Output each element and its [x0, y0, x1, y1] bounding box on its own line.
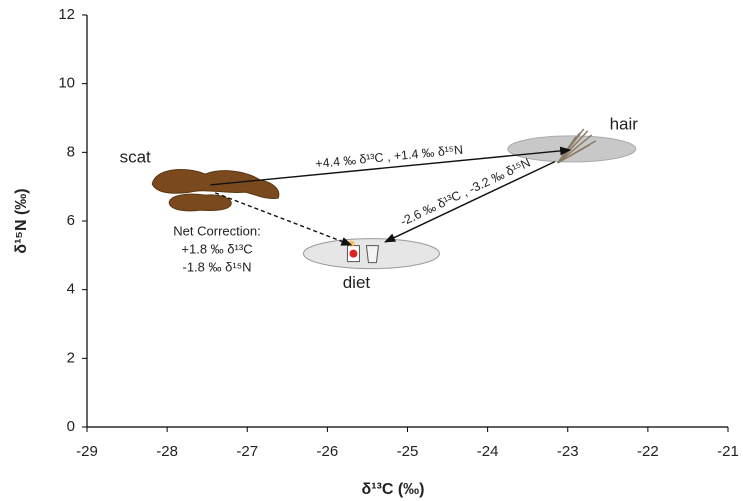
hair-strand	[557, 144, 591, 164]
net-correction-line: -1.8 ‰ δ¹⁵N	[183, 259, 252, 274]
x-tick-label: -28	[156, 443, 178, 460]
net-correction-line: +1.8 ‰ δ¹³C	[181, 241, 252, 256]
hair-strand	[557, 130, 589, 164]
point-label: hair	[610, 114, 639, 133]
x-tick-label: -25	[397, 443, 419, 460]
net-correction-line: Net Correction:	[173, 223, 260, 238]
scat-blob	[168, 193, 232, 212]
x-tick-label: -26	[317, 443, 339, 460]
point-label: scat	[120, 148, 151, 167]
arrow	[214, 192, 353, 246]
point-scat	[151, 169, 280, 212]
arrow-label: +4.4 ‰ δ¹³C , +1.4 ‰ δ¹⁵N	[315, 143, 464, 171]
arrow	[384, 160, 556, 243]
point-diet	[302, 238, 440, 270]
diet-cup	[365, 245, 380, 264]
y-tick-label: 10	[58, 75, 75, 92]
diet-food	[349, 249, 358, 258]
y-tick-label: 2	[67, 349, 75, 366]
x-tick-label: -21	[717, 443, 739, 460]
x-tick-label: -23	[557, 443, 579, 460]
x-tick-label: -24	[477, 443, 499, 460]
hair-strand	[557, 134, 593, 164]
arrow	[210, 146, 572, 186]
y-axis-title: δ¹⁵N (‰)	[13, 188, 30, 253]
x-tick-label: -22	[637, 443, 659, 460]
y-tick-label: 0	[67, 418, 75, 435]
point-hair	[507, 128, 637, 164]
x-axis-title: δ¹³C (‰)	[361, 481, 424, 498]
point-label: diet	[343, 273, 371, 292]
y-tick-label: 4	[67, 281, 75, 298]
y-tick-label: 12	[58, 6, 75, 23]
y-tick-label: 6	[67, 212, 75, 229]
y-tick-label: 8	[67, 143, 75, 160]
x-tick-label: -27	[236, 443, 258, 460]
x-tick-label: -29	[76, 443, 98, 460]
arrow-label: -2.6 ‰ δ¹³C , -3.2 ‰ δ¹⁵N	[398, 155, 532, 228]
